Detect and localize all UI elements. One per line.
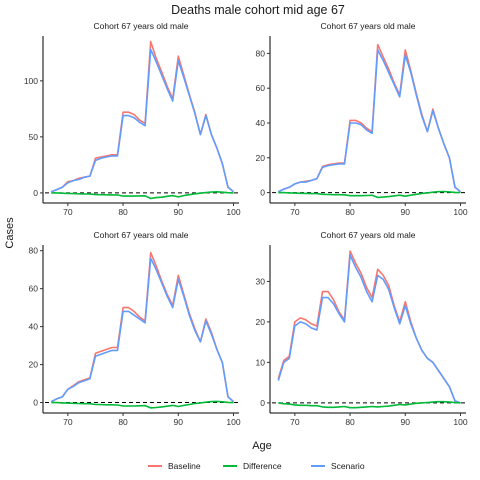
legend-label: Baseline [168, 461, 201, 471]
y-tick-label: 0 [33, 188, 38, 198]
y-tick-label: 0 [260, 188, 265, 198]
y-tick-label: 60 [29, 284, 39, 294]
legend-item: Baseline [148, 461, 201, 471]
x-tick-label: 100 [226, 417, 240, 427]
series-line-scenario [277, 254, 461, 404]
y-tick-label: 30 [256, 276, 266, 286]
series-line-baseline [277, 250, 461, 404]
x-tick-label: 90 [174, 207, 184, 217]
x-tick-label: 70 [290, 417, 300, 427]
y-tick-label: 50 [29, 132, 39, 142]
series-line-scenario [277, 49, 461, 193]
chart-panel: Cohort 67 years old male 70 80 90 100 0 20 40 60… [29, 230, 241, 427]
legend-label: Difference [243, 461, 282, 471]
x-tick-label: 80 [345, 417, 355, 427]
x-tick-label: 100 [226, 207, 240, 217]
x-tick-label: 80 [118, 207, 128, 217]
y-tick-label: 40 [256, 118, 266, 128]
x-tick-label: 80 [118, 417, 128, 427]
panel-title: Cohort 67 years old male [321, 230, 416, 240]
x-tick-label: 70 [290, 207, 300, 217]
series-line-baseline [277, 43, 461, 193]
x-tick-label: 100 [453, 207, 467, 217]
y-tick-label: 20 [256, 153, 266, 163]
series-line-scenario [50, 257, 235, 403]
x-tick-label: 90 [401, 417, 411, 427]
panel-title: Cohort 67 years old male [94, 21, 189, 31]
series-line-difference [278, 190, 461, 199]
y-tick-label: 60 [256, 83, 266, 93]
legend-label: Scenario [331, 461, 365, 471]
series-line-scenario [51, 48, 235, 193]
series-line-difference [51, 400, 234, 409]
series-line-difference [51, 191, 234, 200]
legend-item: Scenario [311, 461, 365, 471]
y-tick-label: 0 [260, 398, 265, 408]
chart-panel: Cohort 67 years old male 70 80 90 100 0 20 40 60… [256, 21, 468, 217]
y-tick-label: 20 [256, 317, 266, 327]
panel-title: Cohort 67 years old male [94, 230, 189, 240]
x-tick-label: 90 [174, 417, 184, 427]
series-line-baseline [50, 251, 235, 403]
legend: Baseline Difference Scenario [148, 461, 365, 471]
x-axis-title: Age [252, 440, 272, 452]
chart-panel: Cohort 67 years old male 70 80 90 100 0 50 100 [24, 21, 241, 217]
legend-item: Difference [223, 461, 282, 471]
x-tick-label: 70 [63, 417, 73, 427]
x-tick-label: 100 [453, 417, 467, 427]
y-tick-label: 10 [256, 357, 266, 367]
chart-panel: Cohort 67 years old male 70 80 90 100 0 10 20 30 [256, 230, 468, 427]
x-tick-label: 80 [345, 207, 355, 217]
series-line-difference [278, 400, 461, 409]
figure-title: Deaths male cohort mid age 67 [171, 3, 345, 17]
y-tick-label: 80 [256, 48, 266, 58]
y-tick-label: 80 [29, 246, 39, 256]
x-tick-label: 70 [63, 207, 73, 217]
y-axis-title: Cases [4, 217, 16, 249]
panel-title: Cohort 67 years old male [321, 21, 416, 31]
y-tick-label: 20 [29, 360, 39, 370]
y-tick-label: 0 [33, 398, 38, 408]
x-tick-label: 90 [401, 207, 411, 217]
y-tick-label: 100 [24, 76, 38, 86]
y-tick-label: 40 [29, 322, 39, 332]
